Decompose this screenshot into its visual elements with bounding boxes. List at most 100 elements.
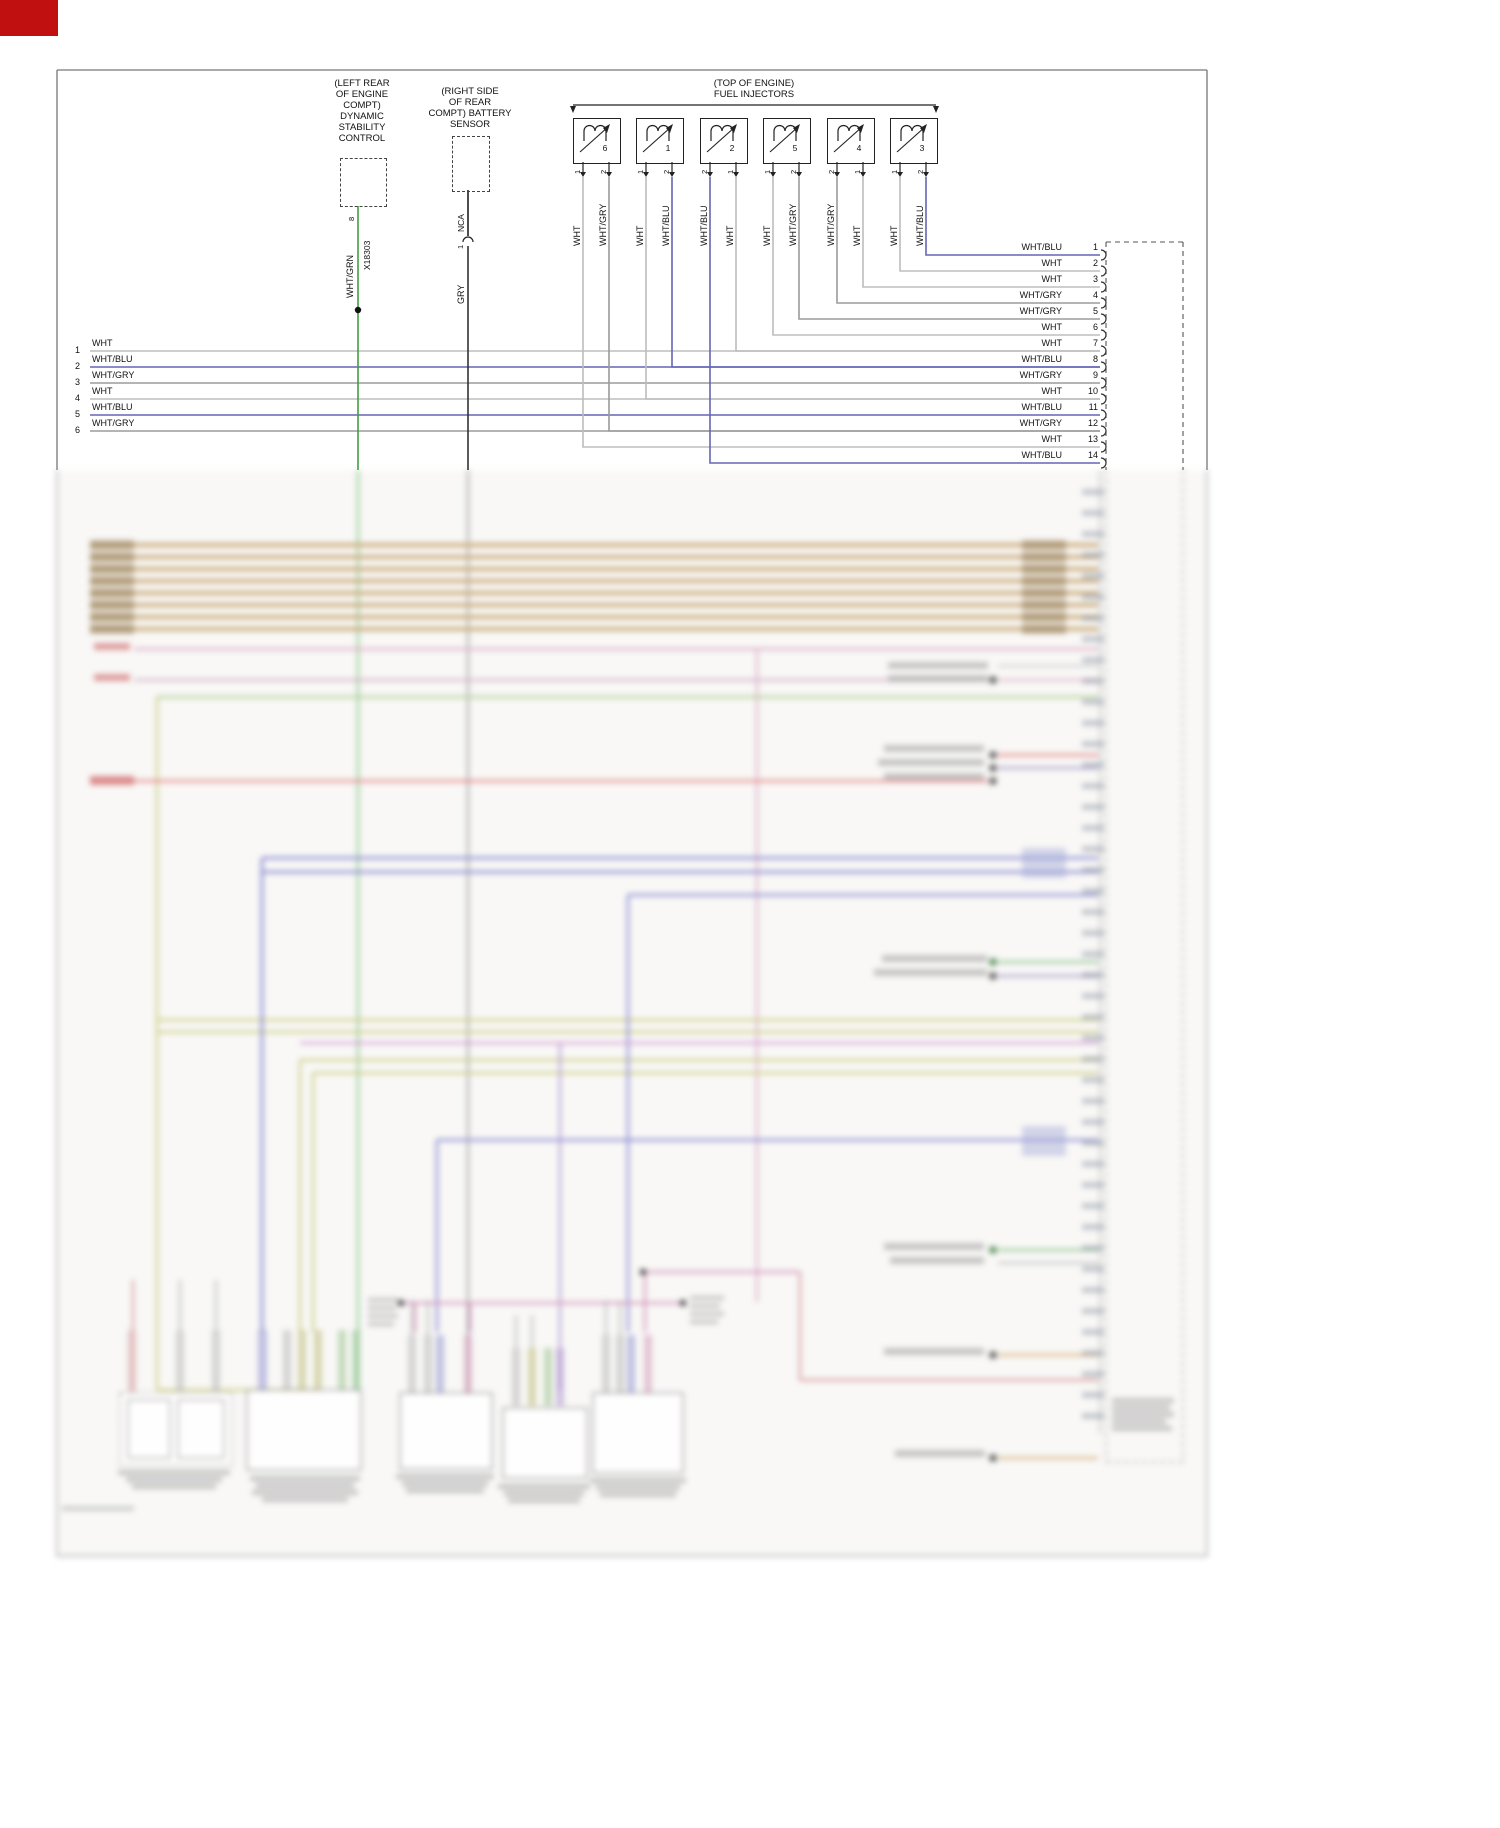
right-pin-number: 1 bbox=[1092, 242, 1098, 252]
splice-dot bbox=[354, 306, 362, 314]
injector-pin-number: 1 bbox=[853, 169, 862, 174]
dsc-connector-id: X18303 bbox=[362, 240, 372, 270]
right-pin-wire-label: WHT bbox=[1041, 338, 1063, 348]
left-wire-label: WHT/GRY bbox=[92, 370, 135, 380]
page-frame bbox=[56, 69, 1208, 470]
injector-pin-number: 1 bbox=[726, 169, 735, 174]
injector-pin-number: 2 bbox=[700, 169, 709, 174]
right-connector-outline bbox=[1100, 241, 1184, 470]
injector-wire-label: WHT bbox=[889, 225, 899, 247]
injector-bracket bbox=[570, 104, 939, 113]
fuel-injectors-header: (TOP OF ENGINE) FUEL INJECTORS bbox=[678, 78, 830, 100]
injector-wire-label: WHT bbox=[635, 225, 645, 247]
page-corner-marker bbox=[0, 0, 58, 36]
injector-box bbox=[700, 118, 748, 164]
injector-pin-number: 1 bbox=[763, 169, 772, 174]
injector-wire-label: WHT/BLU bbox=[699, 205, 709, 247]
wire-inj3-pin1 bbox=[899, 177, 1100, 272]
injector-box bbox=[890, 118, 938, 164]
dsc-label-line: OF ENGINE bbox=[335, 89, 389, 100]
injector-wire-label: WHT bbox=[725, 225, 735, 247]
wire-inj6-pin1 bbox=[582, 177, 1100, 448]
battery-sensor-label-line: SENSOR bbox=[449, 119, 491, 130]
wire-inj5-pin1 bbox=[772, 177, 1100, 336]
injector-box bbox=[573, 118, 621, 164]
injector-pin-number: 2 bbox=[827, 169, 836, 174]
injector-pin-number: 1 bbox=[636, 169, 645, 174]
dsc-label-line: STABILITY bbox=[338, 122, 386, 133]
wire-inj3-pin2 bbox=[925, 177, 1100, 256]
injector-pin-number: 2 bbox=[662, 169, 671, 174]
right-pin-wire-label: WHT bbox=[1041, 274, 1063, 284]
right-pin-wire-label: WHT/GRY bbox=[1019, 370, 1062, 380]
injector-coils bbox=[579, 124, 927, 153]
wire-inj6-pin2 bbox=[608, 177, 1100, 432]
left-wire-number: 6 bbox=[74, 425, 80, 435]
dsc-label: (LEFT REAR OF ENGINE COMPT) DYNAMIC STAB… bbox=[300, 78, 424, 144]
injector-number: 4 bbox=[856, 143, 862, 153]
injector-number: 3 bbox=[919, 143, 925, 153]
right-pin-wire-label: WHT/GRY bbox=[1019, 418, 1062, 428]
dsc-label-line: (LEFT REAR bbox=[334, 78, 390, 89]
left-wire-label: WHT/GRY bbox=[92, 418, 135, 428]
injector-leads bbox=[580, 162, 929, 177]
injector-pin-number: 2 bbox=[789, 169, 798, 174]
battery-sensor-label: (RIGHT SIDE OF REAR COMPT) BATTERY SENSO… bbox=[412, 86, 528, 130]
left-wire-number: 2 bbox=[74, 361, 80, 371]
injector-wire-label: WHT/GRY bbox=[826, 203, 836, 246]
wire-inj1-pin2 bbox=[671, 177, 1100, 368]
dsc-wire-label: WHT/GRN bbox=[345, 255, 355, 298]
left-wire-label: WHT/BLU bbox=[92, 402, 133, 412]
right-pin-wire-label: WHT/GRY bbox=[1019, 306, 1062, 316]
left-wire-number: 1 bbox=[74, 345, 80, 355]
injector-pin-number: 2 bbox=[916, 169, 925, 174]
lead-arrowheads bbox=[580, 172, 929, 177]
injector-wire-label: WHT/BLU bbox=[915, 205, 925, 247]
dsc-label-line: COMPT) bbox=[343, 100, 381, 111]
right-pin-wire-label: WHT/BLU bbox=[1021, 354, 1063, 364]
right-pin-number: 8 bbox=[1092, 354, 1098, 364]
battery-sensor-box bbox=[452, 136, 490, 192]
left-wire-label: WHT/BLU bbox=[92, 354, 133, 364]
injector-wire-label: WHT bbox=[572, 225, 582, 247]
right-pin-number: 10 bbox=[1087, 386, 1098, 396]
wire-inj2-pin2 bbox=[709, 177, 1100, 464]
battery-terminal-label: NCA bbox=[456, 214, 466, 232]
coil-arrowheads bbox=[603, 124, 927, 133]
wire-inj5-pin2 bbox=[798, 177, 1100, 320]
injector-number: 1 bbox=[665, 143, 671, 153]
right-pin-number: 13 bbox=[1087, 434, 1098, 444]
fuel-injectors-header-line: (TOP OF ENGINE) bbox=[713, 78, 795, 89]
right-pin-wire-label: WHT/BLU bbox=[1021, 242, 1063, 252]
right-pin-number: 12 bbox=[1087, 418, 1098, 428]
right-pin-wire-label: WHT bbox=[1041, 322, 1063, 332]
injector-number: 5 bbox=[792, 143, 798, 153]
injector-wire-label: WHT bbox=[762, 225, 772, 247]
right-pin-wire-label: WHT/GRY bbox=[1019, 290, 1062, 300]
right-pin-wire-label: WHT/BLU bbox=[1021, 450, 1063, 460]
right-pin-number: 7 bbox=[1092, 338, 1098, 348]
battery-wire bbox=[462, 190, 474, 470]
left-wire-label: WHT bbox=[92, 386, 113, 396]
right-pin-number: 9 bbox=[1092, 370, 1098, 380]
battery-wire-label: GRY bbox=[456, 284, 466, 304]
injector-pin-number: 1 bbox=[573, 169, 582, 174]
right-pin-number: 3 bbox=[1092, 274, 1098, 284]
dsc-component-box bbox=[340, 158, 387, 207]
injector-wire-label: WHT bbox=[852, 225, 862, 247]
right-pin-wire-label: WHT bbox=[1041, 386, 1063, 396]
fuel-injectors-header-line: FUEL INJECTORS bbox=[713, 89, 795, 100]
wire-inj2-pin1 bbox=[735, 177, 1100, 352]
battery-pin-number: 1 bbox=[456, 244, 465, 249]
injector-wires-group bbox=[582, 177, 1100, 464]
right-pin-number: 2 bbox=[1092, 258, 1098, 268]
left-wire-number: 5 bbox=[74, 409, 80, 419]
right-pin-number: 14 bbox=[1087, 450, 1098, 460]
injector-wire-label: WHT/BLU bbox=[661, 205, 671, 247]
injector-wire-label: WHT/GRY bbox=[598, 203, 608, 246]
dsc-label-line: DYNAMIC bbox=[340, 111, 384, 122]
injector-pin-number: 2 bbox=[599, 169, 608, 174]
inline-connector-symbol bbox=[462, 236, 474, 243]
injector-box bbox=[636, 118, 684, 164]
